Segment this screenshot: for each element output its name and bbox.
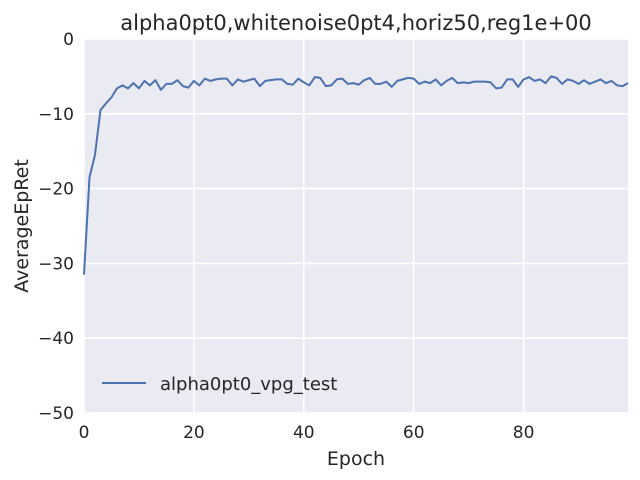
y-tick-label-neg10: −10 (38, 105, 74, 125)
y-tick-label-neg20: −20 (38, 180, 74, 200)
y-axis-label: AverageEpRet (11, 159, 33, 293)
y-tick-label-neg50: −50 (38, 404, 74, 424)
y-tick-label-neg40: −40 (38, 329, 74, 349)
x-tick-label-20: 20 (183, 423, 205, 443)
y-tick-labels: 0 −10 −20 −30 −40 −50 (38, 30, 74, 424)
x-tick-label-60: 60 (403, 423, 425, 443)
x-axis-label: Epoch (327, 448, 385, 470)
chart-title: alpha0pt0,whitenoise0pt4,horiz50,reg1e+0… (120, 11, 592, 35)
y-tick-label-neg30: −30 (38, 254, 74, 274)
series-layer (83, 75, 629, 275)
plot-background (84, 39, 628, 413)
x-tick-label-80: 80 (513, 423, 535, 443)
series-line-alpha0pt0-vpg-test (83, 75, 629, 275)
x-tick-labels: 0 20 40 60 80 (79, 423, 535, 443)
legend: alpha0pt0_vpg_test (102, 374, 337, 395)
y-tick-label-0: 0 (63, 30, 74, 50)
grid (83, 38, 628, 414)
x-tick-label-0: 0 (79, 423, 90, 443)
legend-label-alpha0pt0-vpg-test: alpha0pt0_vpg_test (160, 374, 337, 395)
x-tick-label-40: 40 (293, 423, 315, 443)
